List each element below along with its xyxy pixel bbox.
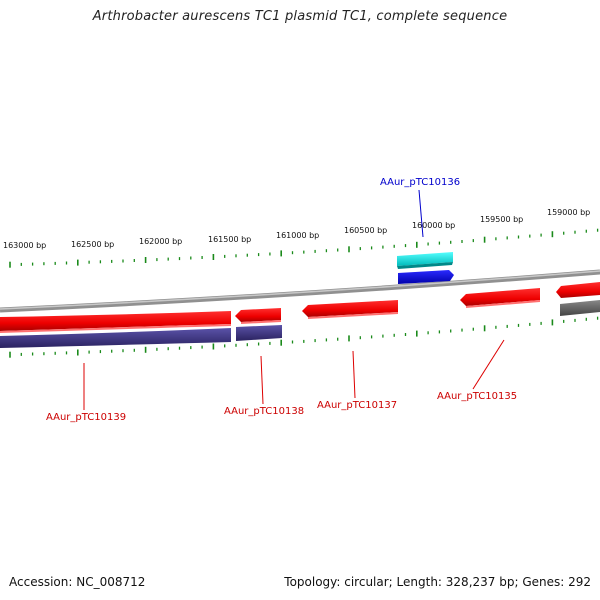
gray-feature[interactable] xyxy=(560,300,600,316)
purple-feature[interactable] xyxy=(0,328,231,348)
gene-aaur-ptc10139[interactable] xyxy=(0,311,231,331)
gene-aaur-ptc10135[interactable] xyxy=(460,288,540,306)
ruler-label: 163000 bp xyxy=(3,241,46,250)
rna-feature[interactable] xyxy=(397,252,453,266)
ruler-label: 161500 bp xyxy=(208,235,251,244)
gene-aaur-ptc10136[interactable] xyxy=(398,270,454,284)
ruler-label: 162000 bp xyxy=(139,237,182,246)
label-lines xyxy=(83,189,505,410)
ruler-label: 162500 bp xyxy=(71,240,114,249)
reverse-features xyxy=(0,288,540,348)
forward-features xyxy=(397,252,600,316)
topology-summary: Topology: circular; Length: 328,237 bp; … xyxy=(284,575,591,589)
ruler-label: 161000 bp xyxy=(276,231,319,240)
inner-ruler xyxy=(9,316,599,358)
gene-label-aaur-ptc10136[interactable]: AAur_pTC10136 xyxy=(380,177,460,188)
gene-label-aaur-ptc10137[interactable]: AAur_pTC10137 xyxy=(317,400,397,411)
gene-label-aaur-ptc10138[interactable]: AAur_pTC10138 xyxy=(224,406,304,417)
outer-ruler: 163000 bp 162500 bp 162000 bp 161500 bp … xyxy=(3,208,599,268)
ruler-label: 160000 bp xyxy=(412,221,455,230)
gene-label-aaur-ptc10139[interactable]: AAur_pTC10139 xyxy=(46,412,126,423)
accession-text: Accession: NC_008712 xyxy=(9,575,146,589)
gene-label-aaur-ptc10135[interactable]: AAur_pTC10135 xyxy=(437,391,517,402)
gene-aaur-ptc10138[interactable] xyxy=(235,308,281,322)
sequence-backbone xyxy=(0,269,600,313)
ruler-label: 160500 bp xyxy=(344,226,387,235)
purple-feature[interactable] xyxy=(236,325,282,341)
gene-aaur-ptc10137[interactable] xyxy=(302,300,398,317)
ruler-label: 159000 bp xyxy=(547,208,590,217)
gene-right-edge[interactable] xyxy=(556,282,600,298)
ruler-label: 159500 bp xyxy=(480,215,523,224)
map-title: Arthrobacter aurescens TC1 plasmid TC1, … xyxy=(92,9,508,24)
